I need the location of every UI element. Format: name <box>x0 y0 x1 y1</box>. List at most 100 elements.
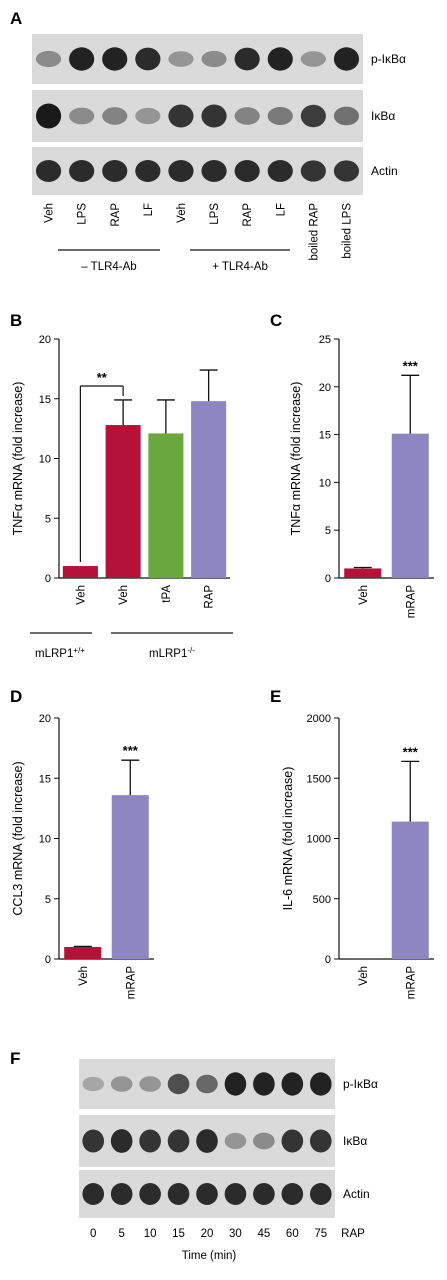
group-label-ko: mLRP1-/- <box>149 646 195 661</box>
bar-chart-panel-e: 0 500 1000 1500 2000 IL-6 mRNA (fold increase… <box>281 713 434 999</box>
y-tick-label: 2000 <box>307 713 331 725</box>
y-tick-label: 20 <box>39 713 51 725</box>
blot-band <box>69 107 95 125</box>
blot-band <box>82 1183 105 1205</box>
blot-band <box>102 107 128 125</box>
y-tick-label: 1000 <box>307 834 331 846</box>
blot-band <box>35 103 62 129</box>
y-tick-label: 10 <box>39 834 51 846</box>
panel-letter-d: D <box>10 687 22 706</box>
y-axis-title: TNFα mRNA (fold increase) <box>289 382 303 536</box>
category-label: Veh <box>118 585 130 605</box>
blot-band <box>196 1183 218 1205</box>
significance-marker: *** <box>403 744 419 759</box>
y-tick-label: 0 <box>45 573 51 585</box>
blot-band <box>333 47 360 71</box>
blot-band <box>234 107 260 125</box>
category-label: Veh <box>358 585 370 605</box>
blot-band <box>267 106 293 126</box>
lane-label: LF <box>143 203 155 216</box>
significance-marker: *** <box>123 743 139 758</box>
y-tick-label: 20 <box>319 382 331 394</box>
bar <box>64 946 102 959</box>
y-tick-label: 5 <box>45 513 51 525</box>
lane-label: Veh <box>44 203 56 223</box>
panel-letter-b: B <box>10 311 22 330</box>
y-tick-label: 20 <box>39 334 51 346</box>
group-label-wt: mLRP1+/+ <box>35 646 85 661</box>
blot-band <box>300 51 326 67</box>
bar <box>105 425 141 578</box>
y-axis-title: CCL3 mRNA (fold increase) <box>11 761 25 915</box>
category-label: Veh <box>358 966 370 986</box>
blot-band <box>224 1183 247 1205</box>
blot-label-p-ikba: p-IκBα <box>343 1077 378 1091</box>
lane-label: LPS <box>209 203 221 225</box>
blot-band <box>234 160 260 182</box>
y-tick-label: 15 <box>39 394 51 406</box>
lane-label: RAP <box>110 203 122 227</box>
blot-band <box>201 104 227 128</box>
category-label: tPA <box>161 585 173 603</box>
blot-band <box>168 104 194 128</box>
time-tick-label: 75 <box>314 1228 327 1240</box>
blot-label-actin: Actin <box>371 164 398 178</box>
bar <box>344 568 382 578</box>
bar <box>391 433 429 578</box>
blot-band <box>281 1129 304 1153</box>
blot-band <box>167 1073 190 1095</box>
blot-label-p-ikba: p-IκBα <box>371 52 406 66</box>
y-tick-label: 500 <box>313 894 331 906</box>
blot-band <box>110 1076 133 1092</box>
blot-band <box>201 160 227 182</box>
y-tick-label: 5 <box>325 525 331 537</box>
time-tick-label: 10 <box>144 1228 157 1240</box>
y-tick-label: 0 <box>325 573 331 585</box>
lane-label: LF <box>275 203 287 216</box>
bar <box>148 433 184 578</box>
blot-band <box>281 1183 304 1205</box>
lane-label: LPS <box>77 203 89 225</box>
significance-marker: *** <box>403 358 419 373</box>
y-tick-label: 10 <box>39 454 51 466</box>
category-label: Veh <box>75 585 87 605</box>
blot-band <box>253 1132 275 1150</box>
time-tick-label: 20 <box>201 1228 214 1240</box>
blot-band <box>139 1183 161 1205</box>
blot-band <box>139 1076 161 1092</box>
bar <box>62 566 98 578</box>
panel-letter-e: E <box>270 687 281 706</box>
blot-band <box>35 160 62 182</box>
blot-band <box>82 1129 105 1153</box>
bar-chart-panel-c: 0 5 10 15 20 25 TNFα mRNA (fold increase) Veh mR… <box>289 334 434 618</box>
time-tick-label: 0 <box>90 1228 96 1240</box>
y-tick-label: 0 <box>325 954 331 966</box>
time-tick-label: 30 <box>229 1228 242 1240</box>
lane-label: boiled RAP <box>308 203 320 261</box>
blot-band <box>300 160 326 182</box>
y-tick-label: 0 <box>45 954 51 966</box>
blot-band <box>224 1072 247 1096</box>
blot-band <box>224 1132 247 1150</box>
blot-band <box>333 106 360 126</box>
group-label-minus: – TLR4-Ab <box>81 261 136 273</box>
blot-band <box>196 1074 218 1094</box>
time-tick-label: 5 <box>118 1228 124 1240</box>
bar-chart-panel-d: 0 5 10 15 20 CCL3 mRNA (fold increase) Veh mRAP… <box>11 713 154 999</box>
blot-band <box>309 1129 332 1153</box>
blot-label-ikba: IκBα <box>343 1134 367 1148</box>
category-label: mRAP <box>405 585 417 619</box>
blot-band <box>333 160 360 182</box>
category-label: mRAP <box>125 966 137 1000</box>
blot-band <box>309 1072 332 1096</box>
western-blot-panel-a: p-IκBα IκBα Actin Veh LPS RAP LF Veh LPS RAP LF boi… <box>32 34 406 273</box>
blot-band <box>69 160 95 182</box>
x-axis-label: Time (min) <box>182 1250 237 1262</box>
blot-band <box>135 47 161 71</box>
y-axis-title: IL-6 mRNA (fold increase) <box>281 767 295 911</box>
blot-band <box>110 1183 133 1205</box>
blot-band <box>253 1072 275 1096</box>
blot-band <box>234 47 260 71</box>
blot-band <box>135 107 161 125</box>
